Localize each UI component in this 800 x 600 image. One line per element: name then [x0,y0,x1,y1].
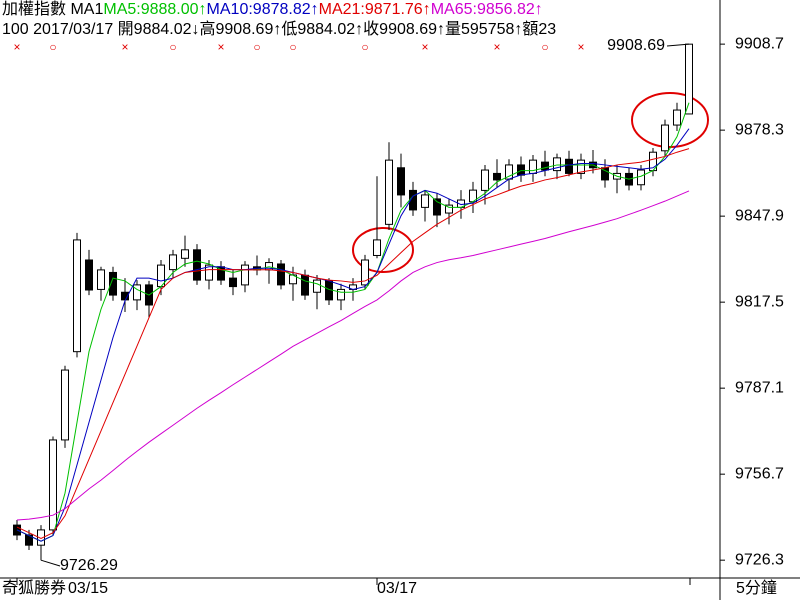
ma-line [16,128,690,542]
x-tick-label: 03/15 [68,580,108,597]
highlight-circle [631,92,709,148]
signal-marker: ○ [289,40,296,54]
candle-body [97,269,105,290]
header-item: MA10:9878.82↑ [207,1,319,18]
candle-body [313,279,321,293]
signal-marker: ○ [169,40,176,54]
candle-body [493,172,501,181]
header-item: MA21:9871.76↑ [319,1,431,18]
y-tick-label: 9878.3 [735,121,784,138]
candle-body [73,239,81,353]
period: 5分鐘 [736,579,777,597]
candle-body [541,161,549,171]
candle-body [433,198,441,216]
highlight-circle [352,227,414,273]
signal-marker: ○ [253,40,260,54]
signal-marker: × [121,40,128,54]
candle-body [661,124,669,152]
brand: 奇狐勝券 [2,579,66,597]
candle-body [205,264,213,281]
header-line-2: 100 2017/03/17 開9884.02↓高9908.69↑低9884.0… [2,20,556,38]
candle-body [397,167,405,196]
candle-body [61,369,69,441]
signal-marker: × [577,40,584,54]
candle-body [517,164,525,176]
signal-marker: × [217,40,224,54]
annotation-leader [666,43,690,47]
candle-body [373,239,381,256]
candle-body [25,534,33,546]
candle-body [193,249,201,281]
candle-body [421,194,429,208]
candle-body [553,157,561,172]
low-annotation: 9726.29 [60,557,118,574]
candle-body [169,254,177,271]
candle-body [229,277,237,288]
candle-body [577,159,585,174]
ma-line [16,148,690,539]
candle-body [49,439,57,531]
signal-marker: ○ [49,40,56,54]
candle-body [385,159,393,225]
y-tick-label: 9726.3 [735,551,784,568]
signal-marker: ○ [361,40,368,54]
candle-body [565,158,573,174]
candle-body [241,264,249,286]
candle-body [133,284,141,301]
signal-marker: × [13,40,20,54]
y-tick-label: 9908.7 [735,35,784,52]
candle-body [181,249,189,259]
candle-body [109,271,117,296]
ma-line [16,102,690,542]
candle-body [277,263,285,286]
signal-marker: × [421,40,428,54]
header-line-1: 加權指數 MA1MA5:9888.00↑MA10:9878.82↑MA21:98… [2,0,543,18]
header-item: MA5:9888.00↑ [103,1,206,18]
y-tick-label: 9756.7 [735,465,784,482]
candle-body [529,159,537,174]
y-tick-label: 9817.5 [735,293,784,310]
candle-body [85,259,93,291]
candle-body [637,169,645,186]
x-tick-label: 03/17 [377,580,417,597]
y-tick-label: 9847.9 [735,207,784,224]
candle-body [301,274,309,296]
candle-body [361,259,369,286]
candle-body [337,288,345,301]
candle-body [37,529,45,546]
y-tick-label: 9787.1 [735,379,784,396]
header-item: MA65:9856.82↑ [431,1,543,18]
signal-marker: × [493,40,500,54]
ma-line [16,190,690,521]
annotation-leader [40,559,61,567]
high-annotation: 9908.69 [607,37,665,54]
candle-body [445,204,453,214]
candle-body [481,169,489,191]
candle-body [673,109,681,126]
header-item: 加權指數 MA1 [2,0,103,18]
signal-marker: ○ [541,40,548,54]
